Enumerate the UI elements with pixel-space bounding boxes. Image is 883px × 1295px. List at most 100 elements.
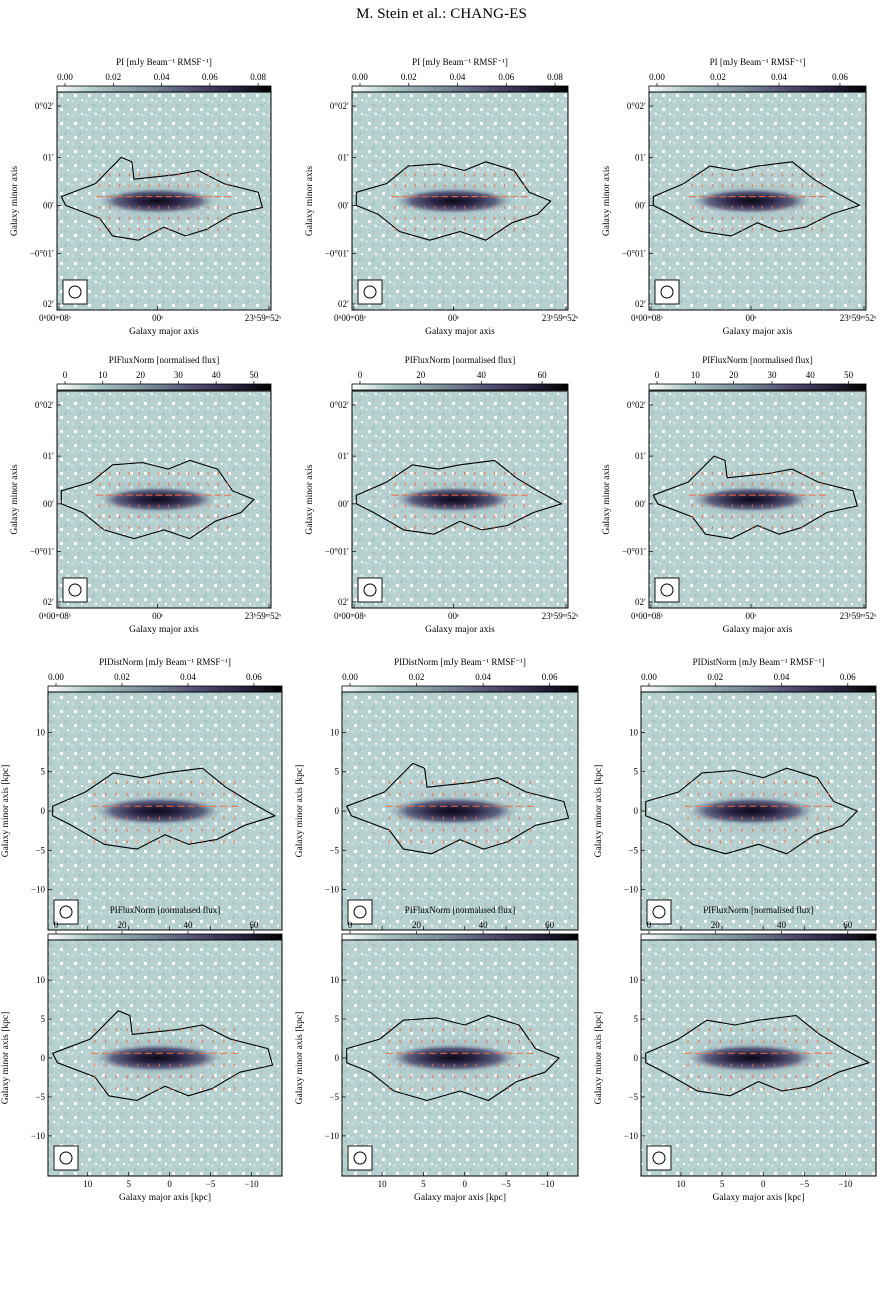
vector <box>169 1028 171 1032</box>
vector <box>431 816 434 820</box>
vector <box>177 482 180 486</box>
colorbar-tick-label: 0 <box>54 920 59 930</box>
y-tick-label: 0 <box>634 1053 639 1063</box>
y-tick-label: −5 <box>628 845 638 855</box>
vector <box>388 792 390 796</box>
y-tick-label: 0°02′ <box>35 101 54 111</box>
vector <box>507 792 510 796</box>
vector <box>128 526 131 530</box>
x-axis-label: Galaxy major axis [kpc] <box>414 1193 506 1203</box>
y-tick-label: 10 <box>629 975 639 985</box>
vector <box>424 205 426 210</box>
vector <box>201 816 204 820</box>
vector <box>708 1075 711 1079</box>
colorbar-tick-label: 0.00 <box>649 72 665 82</box>
vector <box>486 840 488 844</box>
vector <box>691 216 694 221</box>
x-tick-label: 10 <box>378 1179 388 1189</box>
vector <box>816 1039 819 1044</box>
colorbar-tick-label: 0.06 <box>840 672 856 682</box>
colorbar-tick-label: 20 <box>711 920 721 930</box>
vector <box>741 1028 743 1032</box>
colorbar-tick-label: 0.04 <box>475 672 491 682</box>
vector <box>761 205 764 210</box>
vector <box>99 184 101 188</box>
vector <box>518 1063 521 1067</box>
vector <box>394 184 396 188</box>
colorbar-tick-label: 30 <box>174 370 184 380</box>
vector <box>741 526 744 530</box>
vector <box>207 184 209 188</box>
vector <box>115 1063 118 1067</box>
vector <box>701 173 704 177</box>
y-tick-label: 00′ <box>43 499 54 509</box>
x-tick-label: −5 <box>501 1179 511 1189</box>
colorbar-tick-label: 20 <box>136 370 146 380</box>
vector <box>497 1028 499 1032</box>
vector <box>128 482 131 486</box>
vector <box>94 792 96 796</box>
vector <box>99 227 101 231</box>
vector <box>410 1063 412 1067</box>
vector <box>414 471 416 476</box>
colorbar <box>341 933 579 941</box>
colorbar <box>47 685 283 693</box>
vector <box>212 780 214 785</box>
vector <box>752 1039 754 1044</box>
vector <box>773 840 776 844</box>
vector <box>126 1063 128 1067</box>
vector <box>771 227 774 231</box>
vector <box>529 816 532 820</box>
vector <box>816 816 819 820</box>
vector <box>691 184 694 188</box>
vector <box>816 792 819 796</box>
vector <box>518 1075 521 1079</box>
vector <box>475 780 477 785</box>
vector <box>721 205 724 210</box>
contour-line <box>52 767 276 850</box>
vector <box>518 780 521 785</box>
vector <box>791 184 793 188</box>
vector <box>394 504 396 508</box>
vector <box>442 828 445 832</box>
vector <box>698 1063 700 1067</box>
y-tick-label: 00′ <box>635 499 646 509</box>
vector <box>223 1028 225 1032</box>
y-tick-label: 02′ <box>635 299 646 309</box>
vector <box>212 792 214 796</box>
vector <box>795 1087 797 1091</box>
y-tick-label: 01′ <box>43 451 54 461</box>
vector <box>698 1039 700 1044</box>
y-tick-label: −0°01′ <box>30 248 54 258</box>
vector <box>421 792 423 796</box>
colorbar-tick-label: 0.04 <box>154 72 170 82</box>
y-tick-label: −5 <box>329 845 339 855</box>
vector <box>795 1039 797 1044</box>
y-axis-label: Galaxy minor axis <box>305 464 315 534</box>
vector <box>454 504 456 508</box>
vector <box>751 471 754 476</box>
vector <box>187 471 190 476</box>
vector <box>463 526 466 530</box>
vector <box>784 1063 787 1067</box>
emission-core <box>393 187 514 215</box>
colorbar-tick-label: 0.02 <box>105 72 121 82</box>
vector <box>444 526 446 530</box>
x-tick-label: −5 <box>206 1179 216 1189</box>
vector <box>115 1087 118 1091</box>
panel-r3-c2: PIDistNorm [mJy Beam⁻¹ RMSF⁻¹] 0.00 0.02 0.… <box>295 657 579 957</box>
vector <box>118 504 121 508</box>
vector <box>701 227 704 231</box>
vector <box>453 1087 456 1091</box>
emission-core <box>97 187 218 215</box>
vector <box>94 1087 96 1091</box>
vector <box>711 526 714 530</box>
y-tick-label: 01′ <box>338 152 349 162</box>
vector <box>497 840 499 844</box>
x-tick-label: 5 <box>126 1179 131 1189</box>
vector <box>404 482 406 486</box>
vector <box>442 1075 445 1079</box>
vector <box>167 184 170 188</box>
colorbar-label: PIDistNorm [mJy Beam⁻¹ RMSF⁻¹] <box>99 657 231 667</box>
